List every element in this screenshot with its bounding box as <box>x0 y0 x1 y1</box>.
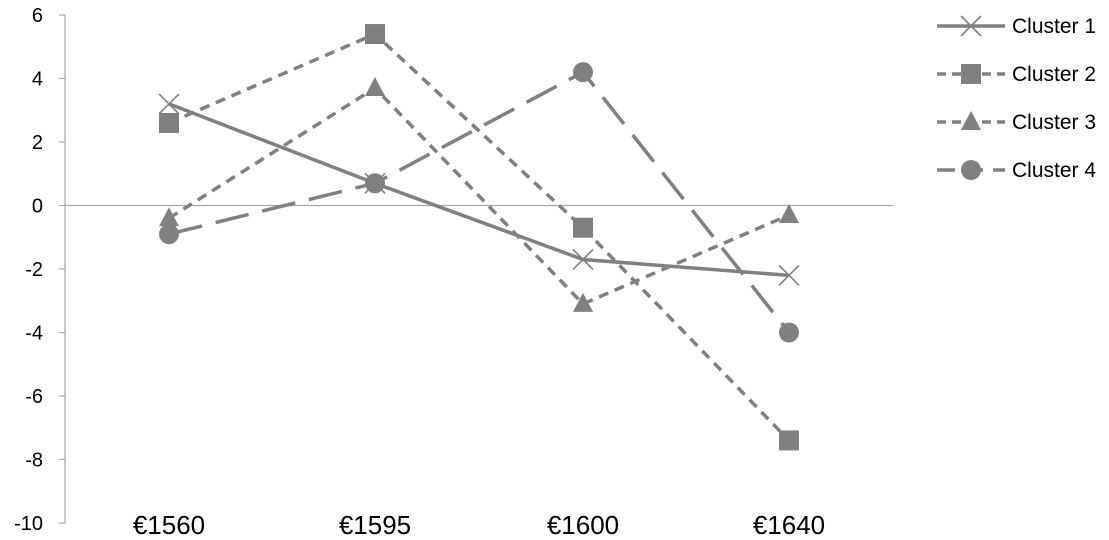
data-point-marker <box>779 430 799 451</box>
x-category-label: €1640 <box>753 510 825 540</box>
legend-item: Cluster 1 <box>937 15 1096 38</box>
data-point-marker <box>158 93 180 115</box>
y-tick-label: 2 <box>32 132 43 154</box>
y-tick-label: -2 <box>25 259 43 281</box>
legend-marker <box>961 111 981 130</box>
series-1 <box>158 93 800 286</box>
legend-marker <box>961 160 981 180</box>
series-lines <box>158 24 800 451</box>
legend-label: Cluster 1 <box>1012 15 1096 38</box>
data-point-marker <box>159 112 179 133</box>
data-point-marker <box>159 224 179 245</box>
y-tick-label: 6 <box>32 5 43 27</box>
series-4 <box>159 62 799 343</box>
series-2 <box>159 24 799 451</box>
y-tick-label: -4 <box>25 323 43 345</box>
legend-item: Cluster 2 <box>937 63 1096 86</box>
legend-marker <box>961 64 981 84</box>
x-category-label: €1595 <box>339 510 411 540</box>
legend: Cluster 1 Cluster 2 Cluster 3 Cluster 4 <box>937 15 1096 182</box>
y-tick-label: -10 <box>14 513 43 535</box>
data-point-marker <box>573 292 593 312</box>
series-line <box>168 69 791 334</box>
legend-label: Cluster 2 <box>1012 63 1096 86</box>
legend-item: Cluster 3 <box>937 111 1096 134</box>
series-line <box>168 31 791 442</box>
data-point-marker <box>779 204 799 224</box>
y-tick-label: -8 <box>25 450 43 472</box>
data-point-marker <box>779 322 799 343</box>
y-tick-label: 4 <box>32 69 43 91</box>
data-point-marker <box>159 207 179 227</box>
legend-label: Cluster 3 <box>1012 111 1096 134</box>
data-point-marker <box>572 248 594 271</box>
legend-marker <box>960 15 982 37</box>
data-point-marker <box>778 264 800 286</box>
y-tick-label: 0 <box>32 196 43 218</box>
data-point-marker <box>365 77 385 97</box>
data-point-marker <box>365 173 385 194</box>
series-3 <box>159 77 799 312</box>
data-point-marker <box>573 217 593 238</box>
series-line <box>168 85 790 307</box>
x-category-label: €1600 <box>547 510 619 540</box>
legend-label: Cluster 4 <box>1012 159 1096 182</box>
series-line <box>168 102 790 278</box>
y-tick-label: -6 <box>25 386 43 408</box>
data-point-marker <box>365 24 385 45</box>
x-category-label: €1560 <box>133 510 205 540</box>
axes: 6 4 2 0 -2 -4 -6 -8 -10 €1560 €1595 €1600 €1640 <box>14 5 893 540</box>
legend-item: Cluster 4 <box>937 159 1096 182</box>
data-point-marker <box>573 62 593 83</box>
